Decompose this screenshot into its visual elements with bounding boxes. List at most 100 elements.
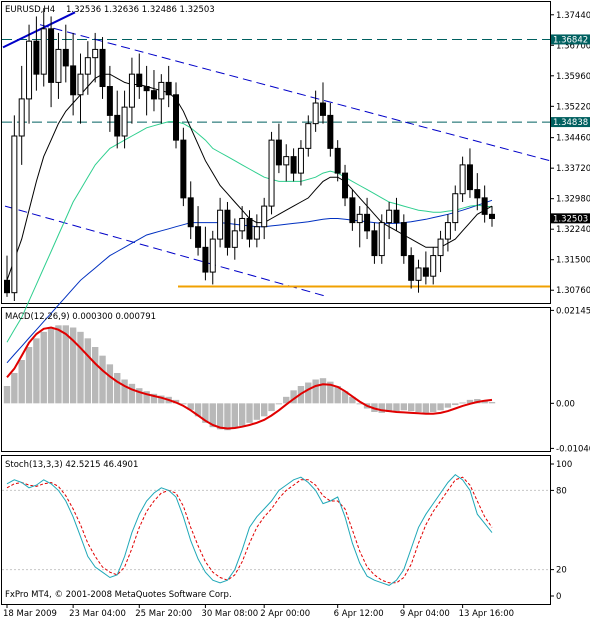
candle-body [99, 48, 106, 88]
candle-body [319, 102, 326, 116]
time-tick-label: 30 Mar 08:00 [201, 609, 258, 619]
time-tick-label: 18 Mar 2009 [3, 609, 57, 619]
candle-body [62, 48, 69, 67]
channel-lower-line [4, 205, 326, 297]
candle-body [261, 205, 268, 228]
candle-body [364, 213, 371, 232]
macd-histogram-bar [194, 403, 202, 417]
price-tick-label: 1.37440 [556, 11, 590, 21]
candle-body [489, 213, 495, 219]
price-label-box [551, 213, 590, 224]
candle-body [136, 73, 143, 88]
candle-body [26, 40, 33, 100]
macd-histogram-bar [128, 383, 136, 404]
candle-body [231, 230, 238, 248]
candle-body [195, 226, 202, 248]
candle-body [386, 209, 393, 224]
candle-body [312, 102, 319, 125]
candle-body [253, 226, 260, 240]
candle-body [408, 255, 415, 281]
macd-histogram-bar [327, 381, 334, 404]
candle-body [158, 81, 165, 100]
candle-body [48, 28, 55, 83]
macd-histogram-bar [268, 403, 275, 412]
candle-body [342, 172, 349, 199]
candle-body [327, 114, 334, 149]
macd-histogram-bar [77, 331, 84, 404]
candle-body [334, 147, 341, 174]
candle-body [459, 164, 466, 195]
candle-body [143, 86, 150, 92]
macd-histogram-bar [393, 403, 400, 412]
macd-histogram-bar [275, 403, 283, 405]
stoch-tick-label: 80 [556, 486, 567, 496]
candle-body [114, 114, 121, 137]
time-tick-label: 13 Apr 16:00 [459, 609, 514, 619]
symbol-label: EURUSD,H4 [5, 5, 55, 15]
macd-histogram-bar [466, 399, 474, 404]
candle-body [481, 197, 488, 215]
macd-histogram-bar [202, 403, 209, 423]
macd-histogram-bar [18, 360, 25, 404]
price-label-current: 1.32503 [553, 214, 588, 224]
macd-histogram-bar [114, 373, 121, 404]
macd-histogram-bar [55, 325, 62, 404]
candle-body [415, 267, 422, 281]
candle-body [305, 123, 312, 149]
macd-histogram-bar [312, 379, 319, 404]
macd-histogram-bar [209, 403, 216, 428]
macd-histogram-bar [25, 347, 33, 404]
macd-histogram-bar [385, 403, 393, 412]
candle-body [202, 246, 209, 273]
macd-histogram-bar [216, 403, 224, 430]
stoch-pane-frame [1, 455, 551, 605]
candle-body [209, 238, 216, 273]
macd-pane-frame [1, 307, 551, 452]
candle-body [378, 222, 385, 257]
macd-histogram-bar [3, 386, 11, 404]
price-pane-frame [1, 1, 551, 304]
candle-body [290, 156, 297, 174]
candle-body [444, 222, 451, 240]
macd-histogram-bar [187, 403, 194, 410]
macd-histogram-bar [481, 400, 488, 404]
candle-body [18, 98, 25, 137]
macd-plot [3, 325, 496, 431]
candle-body [128, 73, 135, 108]
macd-histogram-bar [290, 390, 297, 404]
macd-histogram-bar [91, 347, 99, 404]
macd-histogram-bar [84, 338, 92, 404]
price-tick-label: 1.35960 [556, 72, 590, 82]
macd-histogram-bar [341, 391, 349, 404]
candle-body [239, 217, 246, 232]
macd-histogram-bar [238, 403, 246, 426]
candle-body [106, 86, 113, 116]
candle-body [165, 81, 172, 96]
candle-body [55, 48, 62, 83]
price-tick-label: 1.36700 [556, 41, 590, 51]
copyright-text: FxPro MT4, © 2001-2008 MetaQuotes Softwa… [5, 590, 232, 600]
price-tick-label: 1.33720 [556, 164, 590, 174]
macd-histogram-bar [253, 403, 261, 420]
macd-histogram-bar [260, 403, 268, 417]
price-label-box [551, 117, 590, 128]
candle-body [371, 230, 378, 257]
time-tick-label: 2 Apr 00:00 [260, 609, 310, 619]
candle-body [474, 189, 481, 199]
macd-tick-label: 0.02145 [556, 306, 590, 316]
macd-histogram-bar [407, 403, 415, 412]
ma-fast-line [6, 73, 493, 281]
stoch-tick-label: 20 [556, 566, 567, 576]
candle-body [121, 106, 128, 137]
macd-histogram-bar [422, 403, 430, 413]
macd-histogram-bar [246, 403, 253, 423]
candle-body [150, 90, 157, 100]
candle-body [430, 255, 437, 277]
candle-body [437, 238, 444, 257]
ohlc-readout: 1.32536 1.32636 1.32486 1.32503 [66, 5, 215, 15]
macd-histogram-bar [150, 393, 158, 404]
stoch-plot [2, 473, 550, 586]
candle-body [400, 222, 407, 257]
macd-histogram-bar [415, 403, 422, 412]
